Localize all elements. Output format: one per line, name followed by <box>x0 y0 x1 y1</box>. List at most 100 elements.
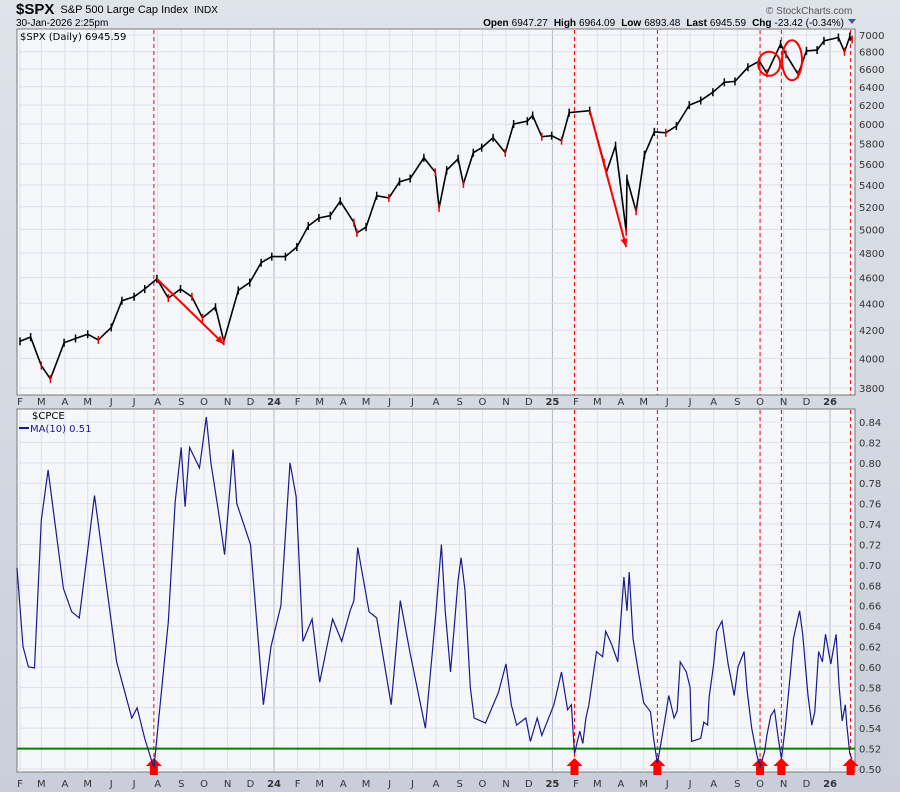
x-tick-label: O <box>756 779 764 790</box>
x-tick-label: 26 <box>823 779 837 790</box>
x-tick-label: 24 <box>267 779 281 790</box>
arrowhead-icon <box>620 238 628 248</box>
x-tick-label: N <box>224 397 231 408</box>
up-arrow-icon <box>566 758 583 775</box>
symbol-name: S&P 500 Large Cap Index <box>60 4 188 16</box>
trend-arrow <box>588 110 628 248</box>
up-arrow-icon <box>649 758 666 775</box>
y-tick-label: 5200 <box>859 203 884 214</box>
chg-value: -23.42 (-0.34%) <box>775 18 844 29</box>
x-tick-label: J <box>410 397 414 408</box>
high-value: 6964.09 <box>579 18 616 29</box>
x-tick-label: A <box>61 779 68 790</box>
x-tick-label: F <box>573 397 579 408</box>
x-tick-label: S <box>178 779 184 790</box>
x-tick-label: J <box>688 397 692 408</box>
up-arrow-icon <box>773 758 790 775</box>
y-tick-label: 5000 <box>859 225 884 236</box>
x-tick-label: M <box>83 779 92 790</box>
last-value: 6945.59 <box>710 18 747 29</box>
x-tick-label: A <box>617 397 624 408</box>
watermark: © StockCharts.com <box>766 6 852 17</box>
y-tick-label: 5600 <box>859 160 884 171</box>
y-tick-label: 5800 <box>859 140 884 151</box>
y-tick-label: 3800 <box>859 384 884 395</box>
x-tick-label: O <box>200 779 208 790</box>
x-tick-label: D <box>525 397 533 408</box>
annotations <box>156 39 804 345</box>
x-tick-label: F <box>295 397 301 408</box>
x-tick-label: J <box>387 779 391 790</box>
x-tick-label: J <box>387 397 391 408</box>
y-tick-label: 0.64 <box>859 622 881 633</box>
indicator-y-axis: 0.50 0.52 0.54 0.56 0.58 0.60 0.62 0.64 0.66 0.68… <box>859 418 881 776</box>
arrowhead-icon <box>215 335 224 345</box>
low-value: 6893.48 <box>644 18 681 29</box>
x-tick-label: M <box>315 397 324 408</box>
x-tick-label: A <box>710 397 717 408</box>
x-tick-label: D <box>247 397 255 408</box>
price-panel-title: $SPX (Daily) 6945.59 <box>20 32 126 43</box>
x-tick-label: N <box>502 779 509 790</box>
y-tick-label: 0.62 <box>859 643 881 654</box>
x-tick-label: N <box>502 397 509 408</box>
open-label: Open <box>483 18 509 29</box>
x-tick-label: M <box>593 397 602 408</box>
cpce-series <box>16 416 855 770</box>
x-tick-label: O <box>200 397 208 408</box>
x-tick-label: O <box>756 397 764 408</box>
x-tick-label: O <box>479 779 487 790</box>
y-tick-label: 4800 <box>859 249 884 260</box>
x-tick-label: A <box>340 397 347 408</box>
y-tick-label: 0.78 <box>859 479 881 490</box>
x-tick-label: S <box>456 397 462 408</box>
y-tick-label: 4400 <box>859 299 884 310</box>
x-tick-label: J <box>688 779 692 790</box>
x-tick-label: M <box>639 779 648 790</box>
low-label: Low <box>621 18 641 29</box>
y-tick-label: 6200 <box>859 101 884 112</box>
x-tick-label: M <box>315 779 324 790</box>
price-y-axis: 3800 4000 4200 4400 4600 4800 5000 5200 5400 5600… <box>859 31 884 395</box>
x-tick-label: D <box>803 779 811 790</box>
x-tick-label: 25 <box>545 779 559 790</box>
x-tick-label: F <box>573 779 579 790</box>
x-tick-label: J <box>109 397 113 408</box>
y-tick-label: 0.58 <box>859 683 881 694</box>
y-tick-label: 0.54 <box>859 724 881 735</box>
x-tick-label: A <box>340 779 347 790</box>
x-tick-label: M <box>37 779 46 790</box>
chg-label: Chg <box>752 18 771 29</box>
x-tick-label: J <box>132 397 136 408</box>
x-tick-label: S <box>734 779 740 790</box>
x-tick-label: A <box>61 397 68 408</box>
x-tick-label: A <box>154 397 161 408</box>
x-tick-label: A <box>154 779 161 790</box>
x-tick-label: N <box>780 779 787 790</box>
y-tick-label: 5400 <box>859 181 884 192</box>
signal-lines <box>145 30 859 775</box>
x-tick-label: J <box>665 779 669 790</box>
spx-price-line <box>19 35 853 381</box>
x-tick-label: M <box>639 397 648 408</box>
x-tick-label: M <box>593 779 602 790</box>
x-tick-label: 25 <box>545 397 559 408</box>
x-tick-label: D <box>247 779 255 790</box>
x-tick-label: 24 <box>267 397 281 408</box>
up-arrow-icon <box>842 758 859 775</box>
x-tick-label: A <box>617 779 624 790</box>
quote-bar: Open 6947.27 High 6964.09 Low 6893.48 Last 6945… <box>483 18 844 29</box>
y-tick-label: 0.84 <box>859 418 881 429</box>
y-tick-label: 6000 <box>859 120 884 131</box>
symbol: $SPX <box>16 1 54 18</box>
cpce-ma10-line <box>16 416 853 770</box>
x-tick-label: F <box>17 779 23 790</box>
exchange: INDX <box>194 5 218 16</box>
y-tick-label: 0.52 <box>859 745 881 756</box>
y-tick-label: 0.72 <box>859 540 881 551</box>
x-tick-label: M <box>83 397 92 408</box>
dropdown-caret-icon[interactable] <box>848 19 856 24</box>
x-tick-label: J <box>109 779 113 790</box>
x-tick-label: M <box>362 397 371 408</box>
